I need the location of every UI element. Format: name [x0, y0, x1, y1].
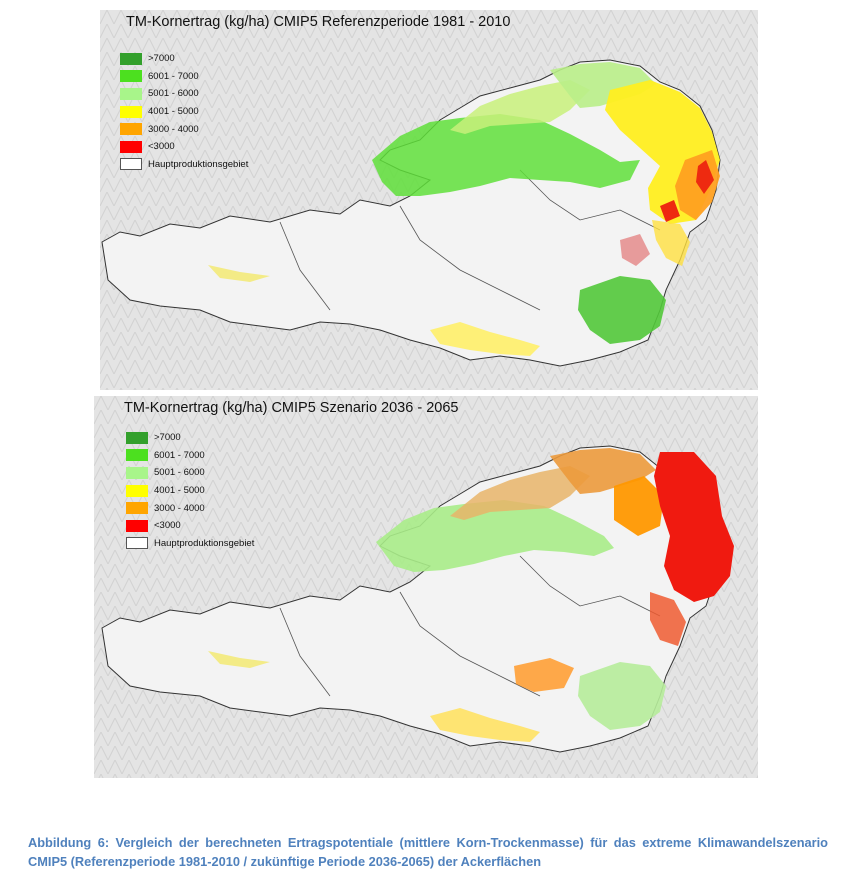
legend-swatch	[120, 87, 142, 100]
legend-item: >7000	[126, 429, 254, 447]
map-title: TM-Kornertrag (kg/ha) CMIP5 Szenario 203…	[124, 400, 459, 416]
legend-label: 4001 - 5000	[148, 106, 199, 118]
legend-item: Hauptproduktionsgebiet	[126, 535, 254, 553]
legend-swatch	[120, 105, 142, 118]
legend-label: 6001 - 7000	[148, 70, 199, 82]
legend-label: >7000	[154, 432, 181, 444]
legend-swatch	[120, 123, 142, 136]
legend-swatch	[120, 158, 142, 171]
legend-swatch	[120, 52, 142, 65]
legend-item: <3000	[126, 517, 254, 535]
legend-item: 3000 - 4000	[120, 120, 248, 138]
map-title: TM-Kornertrag (kg/ha) CMIP5 Referenzperi…	[126, 14, 511, 30]
legend-swatch	[126, 537, 148, 550]
legend-item: 6001 - 7000	[126, 447, 254, 465]
map-legend: >7000 6001 - 7000 5001 - 6000 4001 - 500…	[120, 50, 248, 173]
legend-label: 5001 - 6000	[148, 88, 199, 100]
legend-item: 6001 - 7000	[120, 68, 248, 86]
legend-label: >7000	[148, 53, 175, 65]
legend-item: 4001 - 5000	[126, 482, 254, 500]
legend-item: 5001 - 6000	[120, 85, 248, 103]
legend-item: 4001 - 5000	[120, 103, 248, 121]
legend-label: 3000 - 4000	[148, 123, 199, 135]
legend-item: <3000	[120, 138, 248, 156]
legend-item: Hauptproduktionsgebiet	[120, 156, 248, 174]
legend-swatch	[126, 519, 148, 532]
legend-label: Hauptproduktionsgebiet	[148, 158, 249, 170]
figure-caption: Abbildung 6: Vergleich der berechneten E…	[28, 835, 828, 869]
legend-swatch	[126, 466, 148, 479]
legend-swatch	[126, 431, 148, 444]
legend-label: 5001 - 6000	[154, 467, 205, 479]
legend-item: 5001 - 6000	[126, 464, 254, 482]
legend-label: <3000	[148, 141, 175, 153]
legend-swatch	[120, 70, 142, 83]
austria-map-reference	[100, 10, 758, 390]
map-panel-scenario: TM-Kornertrag (kg/ha) CMIP5 Szenario 203…	[94, 396, 758, 778]
legend-swatch	[126, 449, 148, 462]
legend-item: 3000 - 4000	[126, 499, 254, 517]
legend-label: 6001 - 7000	[154, 449, 205, 461]
legend-label: <3000	[154, 520, 181, 532]
map-legend: >7000 6001 - 7000 5001 - 6000 4001 - 500…	[126, 429, 254, 552]
legend-label: 3000 - 4000	[154, 502, 205, 514]
austria-map-scenario	[94, 396, 758, 778]
legend-swatch	[126, 502, 148, 515]
legend-item: >7000	[120, 50, 248, 68]
legend-swatch	[120, 140, 142, 153]
legend-label: 4001 - 5000	[154, 485, 205, 497]
legend-swatch	[126, 484, 148, 497]
map-panel-reference: TM-Kornertrag (kg/ha) CMIP5 Referenzperi…	[100, 10, 758, 390]
legend-label: Hauptproduktionsgebiet	[154, 537, 255, 549]
